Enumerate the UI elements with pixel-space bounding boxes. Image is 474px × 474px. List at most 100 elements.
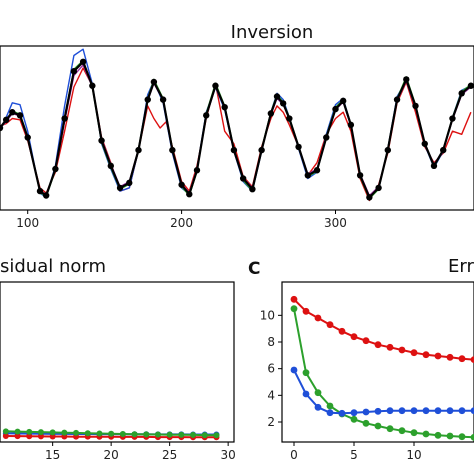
residual-norm-series-red-point — [14, 433, 21, 440]
inversion-black-marker — [467, 82, 474, 89]
error-series-red-line — [293, 298, 474, 361]
residual-norm-series-red-point — [37, 433, 44, 440]
error-series-red-point — [470, 356, 474, 363]
inversion-black-marker — [356, 172, 364, 179]
error-series-red-point — [398, 346, 406, 354]
residual-norm-series-green-point — [201, 432, 208, 439]
error-series-red-point — [434, 352, 442, 360]
inversion-black-marker — [273, 93, 281, 100]
error-series-green-point — [362, 419, 370, 427]
panel-letter-c: C — [248, 259, 260, 279]
error-series-blue-point — [362, 408, 370, 416]
inversion-black-marker — [295, 143, 302, 151]
inversion-x-tick-label: 300 — [324, 216, 347, 230]
residual-norm-series-green-point — [190, 431, 197, 438]
error-y-tick-label: 8 — [267, 335, 275, 349]
error-series-green-point — [302, 369, 310, 377]
residual-norm-series-green-point — [96, 430, 103, 437]
error-series-blue-point — [386, 407, 394, 415]
error-series-green-point — [314, 389, 322, 397]
inversion-black-marker — [458, 90, 465, 97]
inversion-axes-frame — [0, 45, 474, 211]
inversion-black-marker — [449, 115, 456, 122]
inversion-black-marker — [384, 146, 392, 154]
residual-norm-series-green-point — [73, 429, 80, 436]
residual-norm-series-green-point — [26, 428, 33, 435]
inversion-black-marker — [144, 96, 151, 103]
inversion-black-marker — [393, 96, 401, 103]
error-series-red-point — [362, 337, 370, 345]
error-series-red-point — [350, 333, 358, 341]
residual-norm-axes-frame — [0, 281, 235, 443]
inversion-black-marker — [230, 146, 238, 154]
error-series-red-point — [314, 314, 322, 322]
error-series-blue-point — [434, 407, 442, 415]
inversion-black-marker — [98, 137, 105, 144]
inversion-black-marker — [159, 96, 167, 103]
inversion-black-marker — [430, 162, 438, 170]
inversion-black-marker — [135, 146, 142, 154]
inversion-black-marker — [36, 187, 44, 195]
error-series-red-point — [386, 343, 394, 351]
error-series-green-point — [458, 433, 466, 441]
error-x-tick-label: 5 — [350, 448, 358, 462]
inversion-black-marker — [332, 105, 339, 113]
error-series-green-point — [350, 415, 358, 423]
error-series-green-point — [326, 402, 334, 410]
inversion-black-marker — [150, 78, 158, 86]
inversion-black-marker — [2, 116, 10, 124]
inversion-black-marker — [239, 175, 247, 182]
inversion-black-marker — [89, 82, 96, 89]
residual-norm-series-green-point — [166, 431, 173, 438]
inversion-black-marker — [116, 184, 124, 192]
residual-norm-series-green-point — [61, 429, 68, 436]
error-series-green-point — [290, 305, 298, 313]
inversion-x-tick-label: 100 — [16, 216, 39, 230]
inversion-black-marker — [193, 167, 201, 174]
residual-norm-series-green-point — [37, 429, 44, 436]
error-series-blue-point — [398, 407, 406, 415]
error-y-tick-label: 4 — [267, 388, 275, 402]
error-series-green-point — [446, 432, 454, 440]
error-series-red-point — [410, 349, 418, 357]
error-series-blue-point — [326, 409, 334, 417]
error-series-red-point — [374, 341, 382, 349]
error-series-green-point — [374, 422, 382, 430]
inversion-black-marker — [126, 179, 133, 187]
residual-norm-x-tick-label: 25 — [162, 448, 177, 462]
residual-norm-series-green-point — [131, 431, 138, 438]
residual-norm-series-red-point — [49, 433, 56, 440]
error-ticks: 0 5 10 2 4 6 8 10 — [260, 308, 422, 462]
error-series-blue-point — [422, 407, 430, 415]
inversion-black-marker — [279, 100, 287, 107]
residual-norm-series-green-point — [108, 430, 115, 437]
error-y-tick-label: 10 — [260, 308, 275, 322]
inversion-x-ticks: 100 200 300 — [16, 210, 347, 230]
inversion-black-marker — [203, 112, 210, 119]
residual-norm-series-green-point — [49, 429, 56, 436]
error-series-red-point — [338, 327, 346, 335]
error-series-red-point — [458, 355, 466, 363]
inversion-black-marker — [24, 134, 31, 141]
error-axes-frame — [281, 281, 474, 443]
error-series-red-point — [326, 321, 334, 329]
inversion-black-marker — [304, 172, 311, 179]
inversion-black-marker — [16, 112, 24, 119]
residual-norm-x-tick-label: 20 — [104, 448, 119, 462]
residual-norm-series-red-point — [2, 433, 9, 439]
error-series-red-point — [290, 295, 298, 303]
error-series-blue-point — [458, 407, 466, 415]
residual-norm-series-green-point — [154, 431, 161, 438]
residual-norm-series-green-point — [213, 432, 220, 439]
error-series-red-point — [302, 307, 310, 315]
residual-norm-series-red-point — [26, 433, 33, 440]
inversion-black-marker — [107, 162, 115, 170]
error-series-green-point — [422, 430, 430, 438]
inversion-black-marker — [169, 146, 176, 154]
inversion-black-marker — [421, 140, 428, 147]
inversion-black-marker — [267, 110, 275, 117]
residual-norm-x-ticks: 15 20 25 30 — [45, 442, 236, 462]
inversion-black-marker — [347, 121, 355, 129]
inversion-series — [0, 48, 472, 202]
